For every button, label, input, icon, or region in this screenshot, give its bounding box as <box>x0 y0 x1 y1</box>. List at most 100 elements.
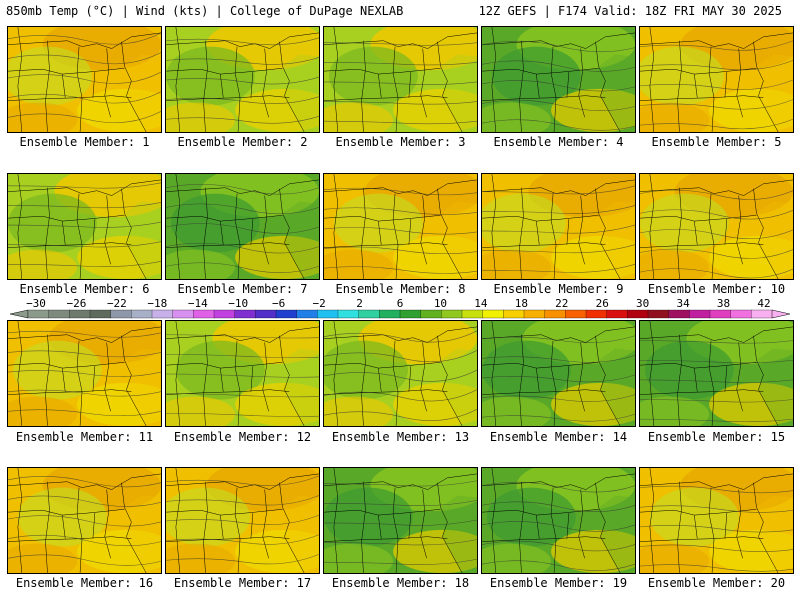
ensemble-member-map <box>165 26 320 133</box>
ensemble-member-map <box>639 26 794 133</box>
colorbar-tick-label: 26 <box>596 297 609 310</box>
ensemble-member-label: Ensemble Member: 20 <box>647 576 786 590</box>
colorbar-tick-label: −18 <box>147 297 167 310</box>
colorbar-segment <box>461 309 484 319</box>
colorbar-segment <box>730 309 752 319</box>
colorbar-tick-label: 30 <box>636 297 649 310</box>
colorbar-segment <box>399 309 422 319</box>
ensemble-member-label: Ensemble Member: 17 <box>173 576 312 590</box>
ensemble-member-map <box>639 173 794 280</box>
colorbar-tick-label: −10 <box>228 297 248 310</box>
colorbar-high-arrow <box>771 309 790 319</box>
colorbar-segment <box>358 309 380 319</box>
ensemble-member-label: Ensemble Member: 1 <box>19 135 150 149</box>
colorbar-segment <box>337 309 360 319</box>
colorbar-segment <box>565 309 587 319</box>
ensemble-member-map <box>481 173 636 280</box>
colorbar-segment <box>606 309 628 319</box>
ensemble-member-map <box>7 467 162 574</box>
ensemble-member-label: Ensemble Member: 3 <box>335 135 466 149</box>
colorbar-segment <box>255 309 277 319</box>
ensemble-member-label: Ensemble Member: 5 <box>651 135 782 149</box>
colorbar-segment <box>296 309 318 319</box>
ensemble-member-label: Ensemble Member: 19 <box>489 576 628 590</box>
ensemble-member-label: Ensemble Member: 11 <box>15 430 154 444</box>
colorbar-tick-label: 14 <box>474 297 488 310</box>
colorbar-segment <box>275 309 298 319</box>
colorbar-tick-label: −26 <box>67 297 87 310</box>
ensemble-member-label: Ensemble Member: 2 <box>177 135 308 149</box>
colorbar-tick-label: 42 <box>757 297 770 310</box>
ensemble-member-map <box>323 467 478 574</box>
colorbar-segment <box>151 309 174 319</box>
colorbar-segment <box>234 309 256 319</box>
ensemble-member-map <box>165 320 320 427</box>
colorbar-segment <box>647 309 670 319</box>
colorbar-tick-label: 22 <box>555 297 568 310</box>
ensemble-member-map <box>7 173 162 280</box>
colorbar-tick-label: 6 <box>397 297 404 310</box>
ensemble-member-map <box>639 320 794 427</box>
colorbar-low-arrow <box>10 309 29 319</box>
colorbar-segment <box>482 309 504 319</box>
ensemble-member-label: Ensemble Member: 8 <box>335 282 466 296</box>
colorbar-segment <box>317 309 339 319</box>
model-run-info: 12Z GEFS | F174 Valid: 18Z FRI MAY 30 20… <box>478 4 782 18</box>
colorbar-segment <box>627 309 649 319</box>
ensemble-member-map <box>323 26 478 133</box>
colorbar-segment <box>193 309 215 319</box>
colorbar-segment <box>69 309 91 319</box>
ensemble-member-label: Ensemble Member: 7 <box>177 282 308 296</box>
colorbar-segment <box>131 309 153 319</box>
colorbar-tick-label: −6 <box>272 297 285 310</box>
colorbar-segment <box>523 309 546 319</box>
colorbar-segment <box>379 309 401 319</box>
colorbar-segment <box>172 309 194 319</box>
ensemble-member-map <box>165 467 320 574</box>
ensemble-member-label: Ensemble Member: 4 <box>493 135 624 149</box>
ensemble-member-label: Ensemble Member: 14 <box>489 430 628 444</box>
colorbar-segment <box>27 309 50 319</box>
colorbar-tick-label: 38 <box>717 297 730 310</box>
ensemble-member-map <box>7 26 162 133</box>
ensemble-member-map <box>323 173 478 280</box>
ensemble-member-map <box>7 320 162 427</box>
colorbar-segment <box>544 309 566 319</box>
colorbar-segment <box>420 309 442 319</box>
colorbar-tick-label: 18 <box>515 297 528 310</box>
colorbar-tick-label: 34 <box>676 297 690 310</box>
colorbar-segment <box>668 309 690 319</box>
ensemble-member-label: Ensemble Member: 18 <box>331 576 470 590</box>
colorbar-segment <box>689 309 711 319</box>
colorbar-segment <box>213 309 236 319</box>
colorbar-segment <box>503 309 525 319</box>
ensemble-member-map <box>323 320 478 427</box>
colorbar-segment <box>751 309 773 319</box>
colorbar-tick-label: −30 <box>26 297 46 310</box>
ensemble-member-label: Ensemble Member: 9 <box>493 282 624 296</box>
colorbar-tick-label: 10 <box>434 297 447 310</box>
colorbar-segment <box>110 309 132 319</box>
ensemble-member-map <box>481 26 636 133</box>
colorbar-segment <box>48 309 70 319</box>
temperature-colorbar: −30 −26 −22 −18 −14 −10 −6 −2 2 6 10 14 18 22 26 30 34 38… <box>10 297 790 319</box>
ensemble-member-label: Ensemble Member: 15 <box>647 430 786 444</box>
ensemble-member-label: Ensemble Member: 16 <box>15 576 154 590</box>
map-title: 850mb Temp (°C) | Wind (kts) | College o… <box>6 4 404 18</box>
colorbar-tick-label: −14 <box>188 297 208 310</box>
ensemble-member-label: Ensemble Member: 13 <box>331 430 470 444</box>
colorbar-tick-label: −22 <box>107 297 127 310</box>
ensemble-member-map <box>639 467 794 574</box>
ensemble-member-map <box>165 173 320 280</box>
colorbar-segment <box>89 309 112 319</box>
colorbar-tick-label: −2 <box>312 297 325 310</box>
colorbar-segment <box>585 309 608 319</box>
ensemble-member-map <box>481 320 636 427</box>
ensemble-member-label: Ensemble Member: 6 <box>19 282 150 296</box>
ensemble-member-label: Ensemble Member: 12 <box>173 430 312 444</box>
ensemble-member-label: Ensemble Member: 10 <box>647 282 786 296</box>
colorbar-tick-label: 2 <box>356 297 363 310</box>
colorbar-segment <box>441 309 463 319</box>
colorbar-segment <box>709 309 732 319</box>
ensemble-member-map <box>481 467 636 574</box>
